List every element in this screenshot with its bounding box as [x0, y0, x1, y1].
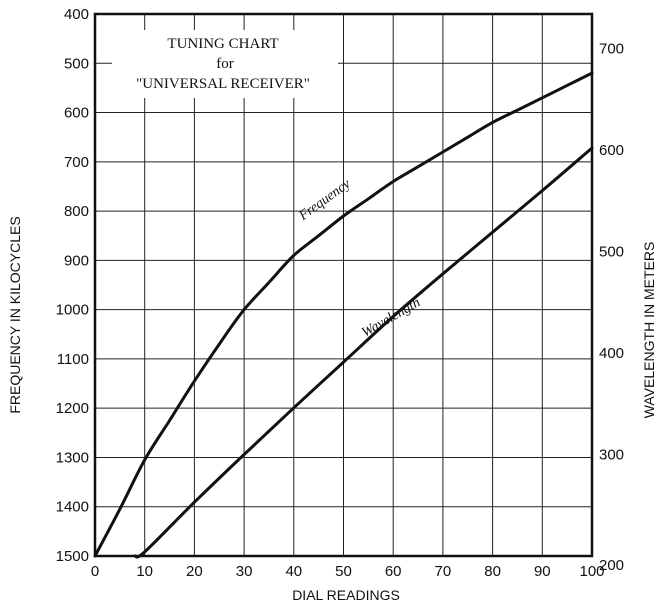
- x-tick-label-30: 30: [236, 563, 253, 580]
- y-left-tick-label-1500: 1500: [56, 548, 89, 565]
- x-tick-label-40: 40: [285, 563, 302, 580]
- y-left-tick-label-400: 400: [64, 6, 89, 23]
- x-tick-label-10: 10: [136, 563, 153, 580]
- y-left-tick-label-1300: 1300: [56, 449, 89, 466]
- y-left-tick-label-1100: 1100: [57, 351, 89, 368]
- y-right-tick-label-500: 500: [599, 244, 624, 261]
- series-line-frequency: [93, 71, 594, 558]
- x-tick-label-50: 50: [335, 563, 352, 580]
- curves: [93, 71, 594, 559]
- x-tick-label-100: 100: [579, 563, 604, 580]
- x-axis-title: DIAL READINGS: [292, 587, 400, 603]
- x-tick-label-60: 60: [385, 563, 402, 580]
- y-axis-right-title: WAVELENGTH IN METERS: [641, 242, 657, 419]
- series-line-wavelength: [133, 146, 594, 559]
- series-label-wavelength: Wavelength: [359, 295, 423, 340]
- title-line-1: TUNING CHART: [167, 36, 278, 52]
- series-label-frequency: Frequency: [296, 176, 354, 224]
- y-left-tick-label-800: 800: [64, 203, 89, 220]
- x-tick-label-70: 70: [435, 563, 452, 580]
- y-right-tick-label-300: 300: [599, 447, 624, 464]
- y-left-tick-label-1400: 1400: [56, 499, 89, 516]
- title-line-3: "UNIVERSAL RECEIVER": [136, 76, 310, 92]
- x-tick-label-20: 20: [186, 563, 203, 580]
- plot-frame: [93, 12, 594, 558]
- y-right-tick-label-700: 700: [599, 41, 624, 58]
- y-left-tick-label-1200: 1200: [56, 400, 89, 417]
- tick-labels: 0 10 20 30 40 50 60 70 80 90 100 400 500 600 700 800 900…: [56, 6, 624, 580]
- y-right-tick-label-600: 600: [599, 142, 624, 159]
- y-left-tick-label-600: 600: [64, 105, 89, 122]
- y-left-tick-label-1000: 1000: [56, 302, 89, 319]
- x-tick-label-90: 90: [534, 563, 551, 580]
- y-right-tick-label-200: 200: [599, 557, 624, 574]
- y-right-tick-label-400: 400: [599, 345, 624, 362]
- y-left-tick-label-500: 500: [64, 55, 89, 72]
- x-tick-label-80: 80: [484, 563, 501, 580]
- title-line-2: for: [216, 56, 234, 72]
- title-box-background: [112, 30, 338, 98]
- y-left-tick-label-700: 700: [64, 154, 89, 171]
- y-left-tick-label-900: 900: [64, 252, 89, 269]
- x-tick-label-0: 0: [91, 563, 99, 580]
- y-axis-left-title: FREQUENCY IN KILOCYCLES: [7, 216, 23, 413]
